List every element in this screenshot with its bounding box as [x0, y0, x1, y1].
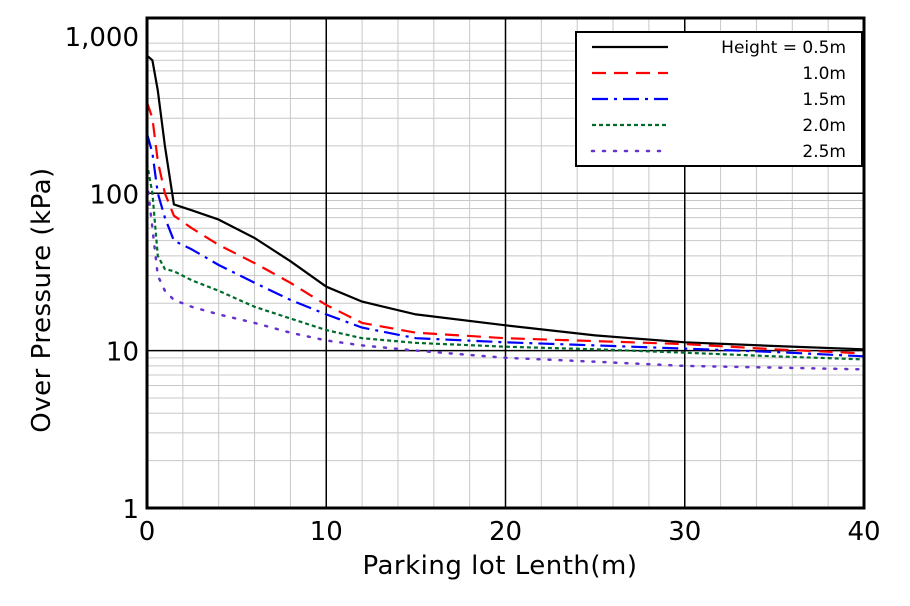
series-line-1: [146, 54, 865, 351]
legend-label-3: 1.5m: [802, 90, 846, 110]
y-tick-label: 1,000: [65, 23, 139, 53]
x-tick-label: 0: [139, 517, 156, 547]
legend-label-2: 1.0m: [802, 64, 846, 84]
plot-frame: [145, 16, 866, 510]
series-line-4: [145, 163, 865, 361]
series-line-2: [145, 101, 865, 355]
x-tick-label: 30: [668, 517, 701, 547]
y-axis-label: Over Pressure (kPa): [27, 167, 57, 432]
x-axis-label: Parking lot Lenth(m): [362, 551, 637, 581]
legend-label-5: 2.5m: [802, 142, 846, 162]
y-tick-labels: 1 10 100 1,000: [65, 23, 139, 525]
x-tick-label: 40: [847, 517, 880, 547]
series-line-3: [145, 133, 865, 358]
y-tick-label: 10: [106, 338, 139, 368]
x-tick-labels: 0 10 20 30 40: [139, 517, 881, 547]
legend-label-1: Height = 0.5m: [721, 38, 846, 58]
series-line-5: [145, 179, 866, 371]
y-tick-label: 100: [89, 180, 139, 210]
y-tick-label: 1: [122, 495, 139, 525]
legend: Height = 0.5m 1.0m 1.5m 2.0m 2.5m: [575, 31, 863, 167]
x-tick-label: 20: [489, 517, 522, 547]
x-tick-label: 10: [310, 517, 343, 547]
legend-label-4: 2.0m: [802, 116, 846, 136]
series-lines: [145, 54, 866, 371]
